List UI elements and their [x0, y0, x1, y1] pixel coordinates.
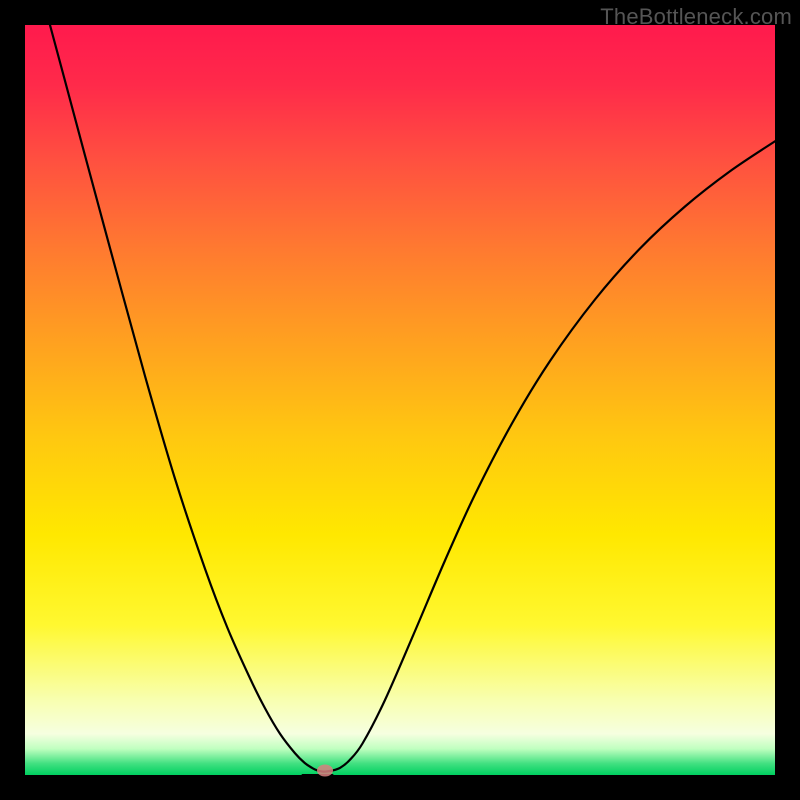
bottleneck-chart: [0, 0, 800, 800]
plot-gradient-background: [25, 25, 775, 775]
minimum-marker: [317, 765, 333, 777]
watermark-text: TheBottleneck.com: [600, 4, 792, 30]
